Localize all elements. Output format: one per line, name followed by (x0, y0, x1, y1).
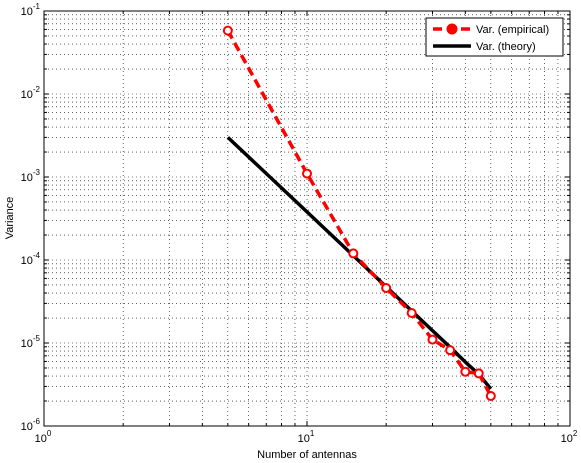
x-tick-label: 102 (561, 429, 578, 445)
empirical-data-point (381, 282, 392, 293)
legend-label-theory: Var. (theory) (476, 41, 536, 53)
legend-marker-empirical (446, 23, 458, 35)
empirical-data-point (485, 390, 496, 401)
y-tick-label: 10-6 (21, 417, 41, 433)
plot-area (44, 11, 570, 426)
legend: Var. (empirical) Var. (theory) (425, 17, 564, 57)
tick-labels: 100 101 102 10-6 10-5 10-4 10-3 10-2 10-1 (21, 2, 578, 445)
y-tick-label: 10-1 (21, 2, 41, 18)
empirical-data-point (222, 25, 233, 36)
legend-label-empirical: Var. (empirical) (476, 24, 549, 36)
empirical-data-point (473, 368, 484, 379)
empirical-data-point (445, 345, 456, 356)
y-tick-label: 10-5 (21, 334, 41, 350)
legend-box (425, 17, 564, 57)
plot-frame (43, 10, 571, 427)
data-series (222, 25, 496, 401)
empirical-data-point (406, 307, 417, 318)
y-axis-label: Variance (4, 197, 16, 240)
x-tick-label: 101 (298, 429, 315, 445)
empirical-data-point (427, 334, 438, 345)
empirical-data-point (460, 366, 471, 377)
empirical-series-line (226, 29, 493, 397)
empirical-data-point (302, 168, 312, 179)
empirical-data-point (348, 248, 359, 259)
y-tick-label: 10-4 (21, 251, 41, 267)
theory-series-line (226, 136, 493, 390)
y-tick-label: 10-3 (21, 168, 41, 184)
x-tick-label: 100 (35, 429, 52, 445)
x-axis-label: Number of antennas (257, 449, 357, 461)
y-tick-label: 10-2 (21, 85, 41, 101)
